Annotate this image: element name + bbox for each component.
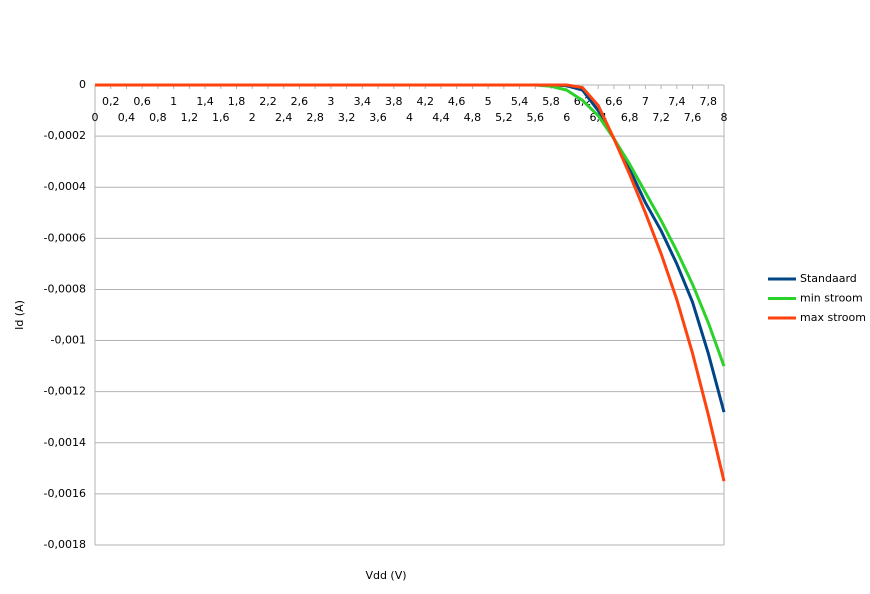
y-tick-label: -0,001 (51, 334, 86, 347)
y-axis-title: Id (A) (13, 300, 26, 330)
x-tick-label: 3 (327, 95, 334, 108)
x-tick-label: 2,4 (275, 111, 293, 124)
x-tick-label: 1,8 (228, 95, 246, 108)
x-tick-label: 2 (249, 111, 256, 124)
x-axis-title: Vdd (V) (365, 569, 406, 582)
x-tick-label: 5,6 (527, 111, 545, 124)
x-tick-label: 1,4 (196, 95, 214, 108)
x-tick-label: 6,8 (621, 111, 639, 124)
x-tick-label: 7,8 (700, 95, 718, 108)
y-tick-label: -0,0008 (44, 282, 86, 295)
x-tick-label: 3,4 (354, 95, 372, 108)
x-tick-label: 5,2 (495, 111, 513, 124)
x-tick-label: 2,8 (306, 111, 324, 124)
x-tick-label: 0,4 (118, 111, 136, 124)
legend-label: max stroom (800, 311, 866, 324)
y-tick-label: -0,0016 (44, 487, 86, 500)
x-tick-label: 7,6 (684, 111, 702, 124)
x-tick-label: 1 (170, 95, 177, 108)
series-line (95, 83, 726, 482)
x-tick-label: 4,6 (448, 95, 466, 108)
x-tick-label: 4,8 (464, 111, 482, 124)
y-tick-label: -0,0006 (44, 231, 86, 244)
x-tick-label: 7 (642, 95, 649, 108)
y-tick-label: -0,0012 (44, 385, 86, 398)
x-tick-label: 7,2 (652, 111, 670, 124)
y-tick-label: 0 (79, 78, 86, 91)
y-tick-label: -0,0002 (44, 129, 86, 142)
x-tick-label: 8 (721, 111, 728, 124)
x-tick-label: 3,2 (338, 111, 356, 124)
legend-label: Standaard (800, 272, 857, 285)
x-tick-label: 5,4 (511, 95, 529, 108)
x-tick-label: 2,2 (259, 95, 277, 108)
x-tick-label: 6 (563, 111, 570, 124)
x-tick-label: 3,8 (385, 95, 403, 108)
x-tick-label: 3,6 (369, 111, 387, 124)
y-tick-label: -0,0018 (44, 538, 86, 551)
x-tick-label: 2,6 (291, 95, 309, 108)
y-tick-label: -0,0014 (44, 436, 86, 449)
x-tick-label: 1,2 (181, 111, 199, 124)
x-tick-label: 0,6 (133, 95, 151, 108)
x-tick-label: 0,2 (102, 95, 120, 108)
x-tick-label: 1,6 (212, 111, 230, 124)
x-tick-label: 0 (92, 111, 99, 124)
x-tick-label: 5,8 (542, 95, 560, 108)
legend-label: min stroom (800, 292, 863, 305)
series-line (95, 83, 726, 413)
x-tick-label: 7,4 (668, 95, 686, 108)
x-tick-label: 5 (485, 95, 492, 108)
series-line (95, 83, 726, 367)
y-tick-label: -0,0004 (44, 180, 86, 193)
x-tick-label: 0,8 (149, 111, 167, 124)
x-tick-label: 4 (406, 111, 413, 124)
x-tick-label: 4,4 (432, 111, 450, 124)
x-tick-label: 4,2 (416, 95, 434, 108)
x-tick-label: 6,6 (605, 95, 623, 108)
